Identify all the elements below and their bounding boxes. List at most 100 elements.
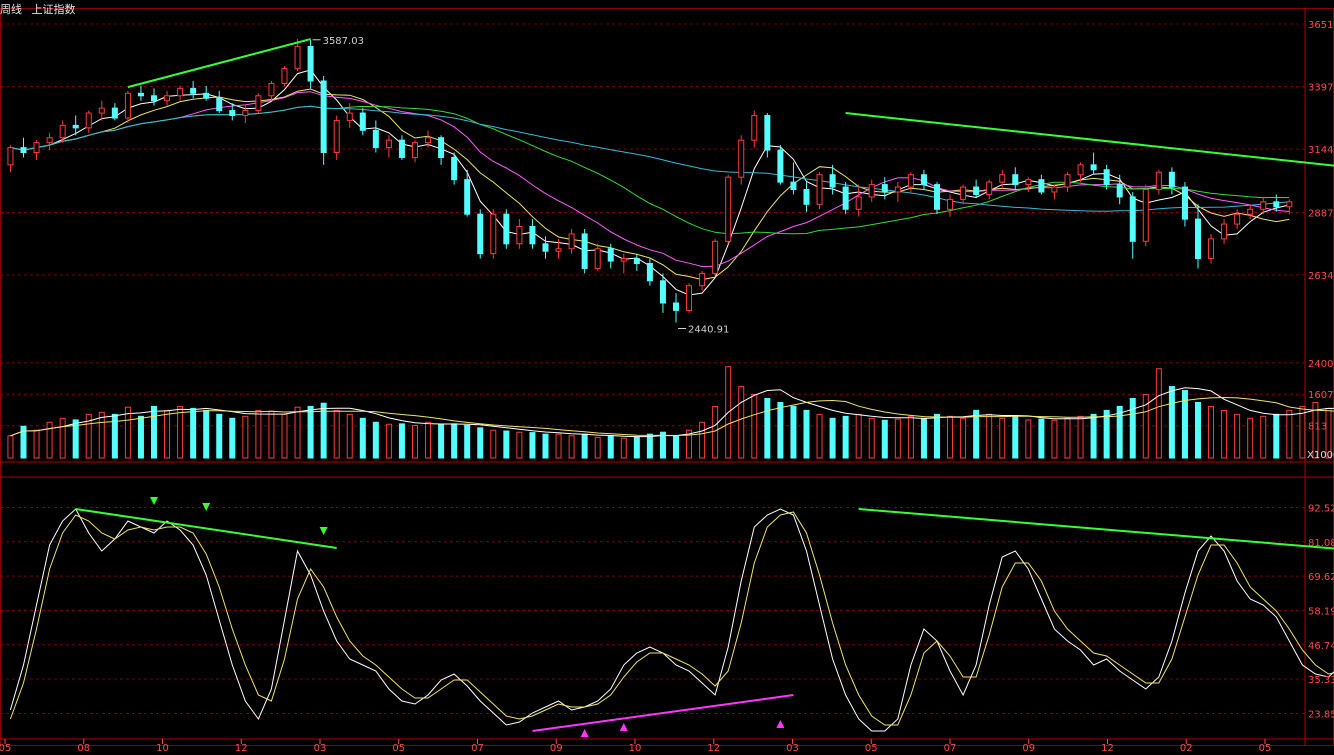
candle-up xyxy=(686,285,693,311)
candle-down xyxy=(920,174,927,186)
candle-up xyxy=(738,139,745,178)
candle-down xyxy=(477,213,484,255)
volume-bar xyxy=(242,415,249,459)
candle-up xyxy=(281,68,288,84)
kd-lines xyxy=(9,497,1334,737)
volume-bar xyxy=(842,415,849,459)
signal-marker-up xyxy=(776,720,785,728)
signal-marker-up xyxy=(580,729,589,737)
candle-down xyxy=(307,45,314,82)
volume-bar xyxy=(529,432,536,459)
candle-up xyxy=(960,186,967,200)
volume-bar xyxy=(1090,413,1097,459)
candle-up xyxy=(177,87,184,97)
period-label[interactable]: 周线 xyxy=(0,3,22,16)
volume-bar xyxy=(999,417,1006,459)
volume-bar xyxy=(203,409,210,459)
kd-line-yellow xyxy=(9,511,1334,726)
volume-bar xyxy=(98,411,105,459)
volume-bar xyxy=(516,431,523,459)
volume-bar xyxy=(216,413,223,459)
candle-down xyxy=(790,181,797,191)
candle-up xyxy=(124,92,131,119)
volume-unit-label: X1000 xyxy=(1307,450,1334,461)
volume-bar xyxy=(751,394,758,459)
ma-line-cyan xyxy=(10,105,1290,212)
volume-bar xyxy=(137,415,144,459)
volume-bar xyxy=(777,401,784,459)
candle-down xyxy=(137,92,144,97)
volume-bar xyxy=(281,413,288,459)
candle-down xyxy=(111,107,118,119)
candle-down xyxy=(72,124,79,129)
price-tick-label: 2634 xyxy=(1308,271,1333,282)
x-tick-label: 12 xyxy=(235,743,248,754)
ma-line-magenta xyxy=(10,91,1290,268)
candle-up xyxy=(385,139,392,149)
candle-down xyxy=(829,174,836,188)
x-tick-label: 05 xyxy=(0,743,11,754)
volume-bar xyxy=(581,433,588,459)
candle-up xyxy=(164,95,171,102)
candle-up xyxy=(1208,238,1215,260)
volume-bar xyxy=(164,409,171,459)
volume-ma-yellow xyxy=(10,396,1334,437)
volume-bar xyxy=(1038,418,1045,459)
candle-up xyxy=(816,174,823,205)
kd-tick-label: 46.74 xyxy=(1308,641,1334,652)
volume-bar xyxy=(451,423,458,459)
volume-bar xyxy=(620,437,627,459)
volume-bar xyxy=(385,423,392,459)
annotation-high: 3587.03 xyxy=(323,36,364,47)
x-tick-label: 09 xyxy=(550,743,563,754)
candle-up xyxy=(947,198,954,210)
kd-tick-label: 58.19 xyxy=(1308,606,1334,617)
volume-bar xyxy=(411,424,418,459)
candle-up xyxy=(868,184,875,198)
candle-up xyxy=(1142,189,1149,242)
volume-bar xyxy=(659,431,666,459)
volume-bar xyxy=(986,413,993,459)
volume-bar xyxy=(1181,390,1188,459)
candle-up xyxy=(242,110,249,117)
volume-bar xyxy=(438,423,445,459)
volume-bar xyxy=(503,430,510,459)
volume-bar xyxy=(1247,417,1254,459)
x-tick-label: 05 xyxy=(392,743,405,754)
volume-bar xyxy=(33,429,40,459)
candle-down xyxy=(659,280,666,304)
candle-up xyxy=(516,226,523,245)
signal-marker-down xyxy=(319,527,328,535)
volume-bar xyxy=(868,417,875,459)
candle-down xyxy=(190,87,197,94)
candle-up xyxy=(894,186,901,193)
volume-bar xyxy=(477,427,484,459)
volume-bar xyxy=(947,415,954,459)
candle-down xyxy=(777,149,784,183)
signal-marker-up xyxy=(619,723,628,731)
volume-bar xyxy=(320,402,327,459)
candle-down xyxy=(881,184,888,193)
candle-up xyxy=(1221,223,1228,240)
candle-down xyxy=(1103,169,1110,186)
volume-bar xyxy=(124,406,131,459)
candle-down xyxy=(464,179,471,215)
x-tick-label: 07 xyxy=(944,743,957,754)
volume-bar xyxy=(307,405,314,459)
candle-up xyxy=(712,240,719,274)
kd-line-white xyxy=(9,508,1334,732)
candle-up xyxy=(1247,208,1254,215)
candle-up xyxy=(986,181,993,195)
volume-bar xyxy=(72,419,79,459)
candle-down xyxy=(1181,186,1188,220)
x-tick-label: 10 xyxy=(156,743,169,754)
candle-down xyxy=(542,243,549,252)
candle-down xyxy=(451,156,458,181)
kd-tick-label: 69.62 xyxy=(1308,572,1334,583)
volume-bar xyxy=(738,386,745,459)
candle-down xyxy=(803,189,810,205)
volume-bar xyxy=(111,413,118,459)
candle-up xyxy=(59,124,66,139)
volume-bar xyxy=(973,409,980,459)
